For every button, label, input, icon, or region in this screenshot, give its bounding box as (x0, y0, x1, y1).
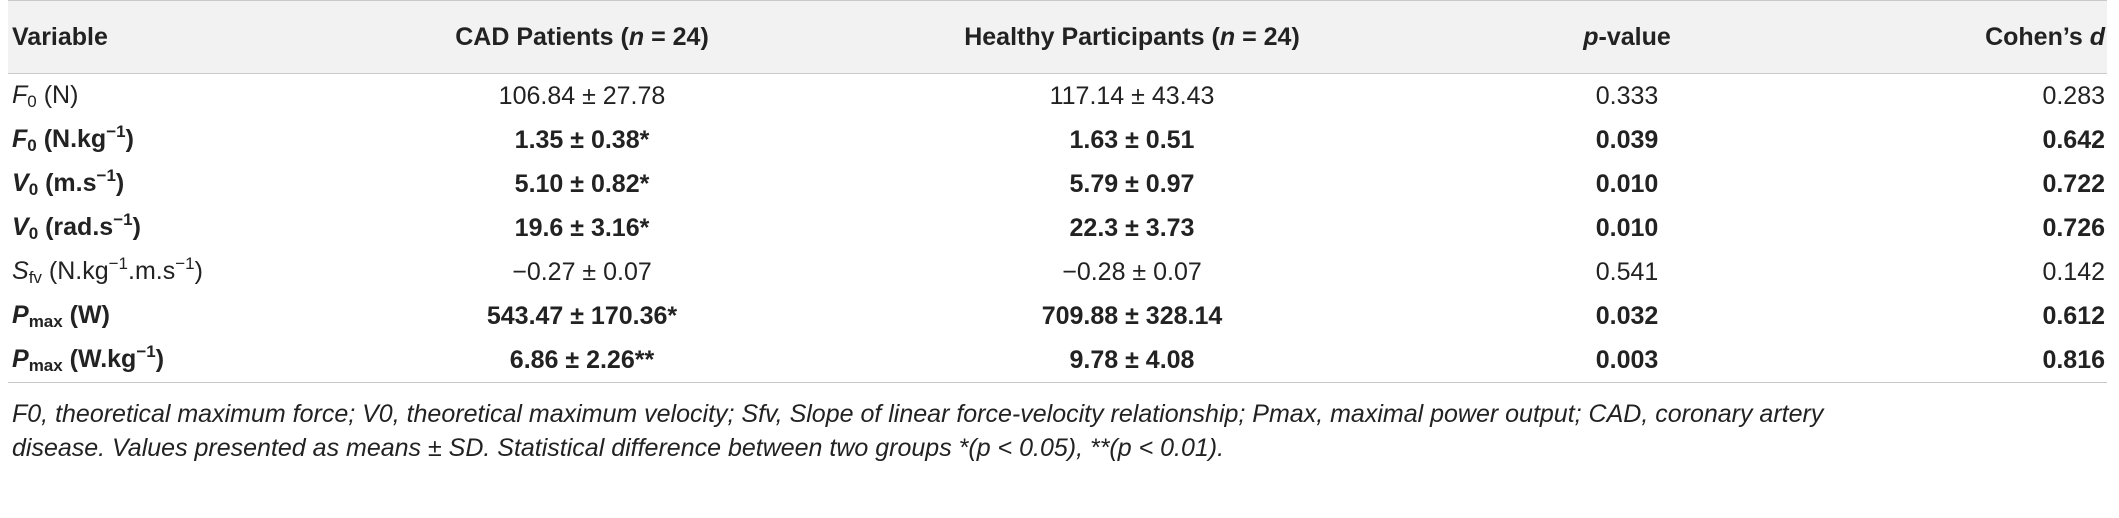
cell-cad: 5.10 ± 0.82* (514, 169, 650, 198)
variable-unit: (m.s−1) (38, 165, 125, 197)
variable-unit: (N.kg−1.m.s−1) (41, 253, 203, 285)
variable-subscript: 0 (27, 135, 37, 155)
header-healthy: Healthy Participants (n = 24) (964, 22, 1300, 51)
variable-unit: (rad.s−1) (38, 209, 141, 241)
cell-healthy: −0.28 ± 0.07 (1062, 257, 1202, 286)
header-pvalue: p-value (1583, 22, 1671, 51)
variable-unit: (N) (36, 80, 79, 109)
cell-variable: Pmax (W.kg−1) (8, 338, 342, 383)
cell-cohen: 0.142 (2042, 257, 2105, 286)
variable-symbol: P (12, 300, 29, 329)
cell-cad: 6.86 ± 2.26** (509, 345, 655, 374)
cell-healthy: 1.63 ± 0.51 (1069, 125, 1195, 154)
cell-variable: Sfv (N.kg−1.m.s−1) (8, 250, 342, 294)
table-row: Sfv (N.kg−1.m.s−1) −0.27 ± 0.07 −0.28 ± 0.… (8, 250, 2107, 294)
table-caption: F0, theoretical maximum force; V0, theor… (8, 397, 2107, 465)
cell-cohen: 0.612 (2042, 301, 2105, 330)
cell-pvalue: 0.003 (1595, 345, 1659, 374)
cell-pvalue: 0.010 (1595, 213, 1659, 242)
table-header-row: Variable CAD Patients (n = 24) Healthy P… (8, 0, 2107, 74)
caption-line-1: F0, theoretical maximum force; V0, theor… (12, 400, 1824, 428)
cell-pvalue: 0.039 (1595, 125, 1659, 154)
cell-cohen: 0.642 (2042, 125, 2105, 154)
variable-subscript: max (28, 355, 63, 375)
variable-symbol: V (12, 212, 29, 241)
cell-cad: 106.84 ± 27.78 (498, 81, 666, 110)
cell-pvalue: 0.333 (1595, 81, 1659, 110)
cell-pvalue: 0.010 (1595, 169, 1659, 198)
cell-cohen: 0.722 (2042, 169, 2105, 198)
header-variable: Variable (12, 22, 108, 51)
header-cad: CAD Patients (n = 24) (455, 22, 709, 51)
variable-unit: (N.kg−1) (36, 121, 134, 153)
variable-symbol: S (12, 256, 29, 285)
cell-healthy: 9.78 ± 4.08 (1069, 345, 1195, 374)
variable-symbol: V (12, 168, 29, 197)
cell-pvalue: 0.032 (1595, 301, 1659, 330)
cell-cohen: 0.726 (2042, 213, 2105, 242)
table-row: F0 (N) 106.84 ± 27.78 117.14 ± 43.43 0.333 0… (8, 73, 2107, 119)
table-row: Pmax (W.kg−1) 6.86 ± 2.26** 9.78 ± 4.08 0.0… (8, 338, 2107, 383)
cell-variable: Pmax (W) (8, 294, 342, 338)
variable-unit: (W) (62, 300, 110, 329)
variable-unit: (W.kg−1) (62, 341, 165, 373)
variable-symbol: F (12, 80, 28, 109)
cell-healthy: 22.3 ± 3.73 (1069, 213, 1195, 242)
cell-variable: V0 (m.s−1) (8, 162, 342, 206)
variable-symbol: F (12, 124, 28, 153)
cell-healthy: 5.79 ± 0.97 (1069, 169, 1195, 198)
cell-cad: 19.6 ± 3.16* (514, 213, 650, 242)
cell-variable: F0 (N.kg−1) (8, 118, 342, 162)
cell-cad: 543.47 ± 170.36* (486, 301, 678, 330)
cell-pvalue: 0.541 (1595, 257, 1659, 286)
cell-cohen: 0.816 (2042, 345, 2105, 374)
results-table: Variable CAD Patients (n = 24) Healthy P… (8, 0, 2107, 383)
table-row: V0 (m.s−1) 5.10 ± 0.82* 5.79 ± 0.97 0.010 0.… (8, 162, 2107, 206)
variable-subscript: fv (28, 267, 42, 287)
caption-line-2: disease. Values presented as means ± SD.… (12, 434, 1225, 462)
cell-variable: F0 (N) (8, 74, 342, 119)
cell-variable: V0 (rad.s−1) (8, 206, 342, 250)
variable-subscript: 0 (27, 91, 37, 111)
cell-healthy: 709.88 ± 328.14 (1041, 301, 1223, 330)
variable-subscript: 0 (28, 223, 39, 243)
table-row: V0 (rad.s−1) 19.6 ± 3.16* 22.3 ± 3.73 0.010… (8, 206, 2107, 250)
cell-healthy: 117.14 ± 43.43 (1049, 81, 1215, 110)
cell-cohen: 0.283 (2042, 81, 2105, 110)
variable-symbol: P (12, 344, 29, 373)
table-body: F0 (N) 106.84 ± 27.78 117.14 ± 43.43 0.333 0… (8, 73, 2107, 383)
header-cohen: Cohen’s d (1985, 22, 2105, 51)
variable-subscript: max (28, 311, 63, 331)
table-container: Variable CAD Patients (n = 24) Healthy P… (8, 0, 2107, 465)
cell-cad: −0.27 ± 0.07 (512, 257, 652, 286)
table-row: F0 (N.kg−1) 1.35 ± 0.38* 1.63 ± 0.51 0.039 0… (8, 118, 2107, 162)
cell-cad: 1.35 ± 0.38* (514, 125, 650, 154)
table-row: Pmax (W) 543.47 ± 170.36* 709.88 ± 328.14 0… (8, 294, 2107, 338)
variable-subscript: 0 (28, 179, 39, 199)
